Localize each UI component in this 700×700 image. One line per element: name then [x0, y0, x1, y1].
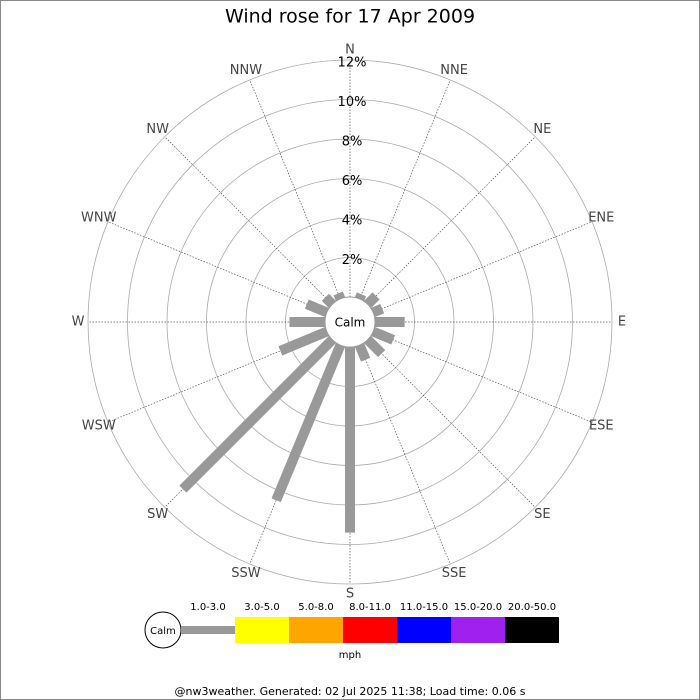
- spoke: [249, 79, 341, 300]
- legend-swatch: [397, 617, 451, 643]
- legend-label: 20.0-50.0: [508, 602, 556, 613]
- direction-label: SSW: [231, 566, 261, 581]
- direction-label: WNW: [81, 210, 117, 225]
- legend-calm-label: Calm: [150, 626, 176, 637]
- bar: [271, 343, 346, 503]
- bar: [304, 299, 329, 318]
- spoke: [367, 339, 536, 508]
- direction-label: NNW: [230, 63, 262, 78]
- spoke: [359, 79, 451, 300]
- legend-swatch: [181, 626, 235, 634]
- bar: [364, 336, 386, 358]
- r-tick-label: 2%: [342, 253, 363, 268]
- bar: [278, 326, 329, 356]
- r-tick-label: 12%: [338, 56, 367, 71]
- bar: [371, 304, 385, 318]
- legend-swatch: [505, 617, 559, 643]
- ring: [87, 59, 613, 585]
- footer: @nw3weather. Generated: 02 Jul 2025 11:3…: [175, 685, 526, 698]
- legend-swatch: [343, 617, 397, 643]
- bar: [364, 292, 380, 308]
- r-tick-label: 10%: [338, 95, 367, 110]
- bar: [333, 291, 346, 301]
- bar: [354, 343, 371, 362]
- bar: [371, 326, 396, 345]
- calm-circle: [324, 296, 376, 348]
- direction-label: WSW: [82, 419, 116, 434]
- direction-label: W: [72, 315, 85, 330]
- legend-label: 15.0-20.0: [454, 602, 502, 613]
- spoke: [372, 331, 593, 423]
- spoke: [372, 221, 593, 313]
- direction-label: ENE: [588, 210, 614, 225]
- legend-label: 11.0-15.0: [400, 602, 448, 613]
- direction-label: N: [345, 43, 355, 58]
- bar: [179, 336, 336, 493]
- legend-label: 8.0-11.0: [349, 602, 391, 613]
- r-tick-label: 8%: [342, 135, 363, 150]
- direction-label: S: [346, 587, 354, 602]
- legend-swatch: [289, 617, 343, 643]
- spoke: [359, 344, 451, 565]
- bar: [354, 292, 367, 301]
- legend-swatch: [451, 617, 505, 643]
- direction-label: E: [618, 315, 626, 330]
- direction-label: NE: [533, 122, 551, 137]
- direction-label: SE: [534, 507, 550, 522]
- spoke: [107, 221, 328, 313]
- direction-label: NW: [146, 122, 169, 137]
- spoke: [367, 136, 536, 305]
- direction-label: SSE: [442, 566, 467, 581]
- spoke: [164, 136, 333, 305]
- r-tick-label: 4%: [342, 214, 363, 229]
- legend-swatch: [235, 617, 289, 643]
- legend-label: 3.0-5.0: [244, 602, 279, 613]
- direction-label: ESE: [589, 419, 614, 434]
- calm-label: Calm: [335, 316, 366, 330]
- chart-title: Wind rose for 17 Apr 2009: [225, 6, 475, 28]
- legend-unit: mph: [339, 650, 361, 661]
- bar: [321, 293, 336, 308]
- ring: [127, 99, 573, 545]
- r-tick-label: 6%: [342, 174, 363, 189]
- direction-label: SW: [147, 507, 168, 522]
- legend-label: 5.0-8.0: [298, 602, 333, 613]
- direction-label: NNE: [440, 63, 468, 78]
- legend-label: 1.0-3.0: [190, 602, 225, 613]
